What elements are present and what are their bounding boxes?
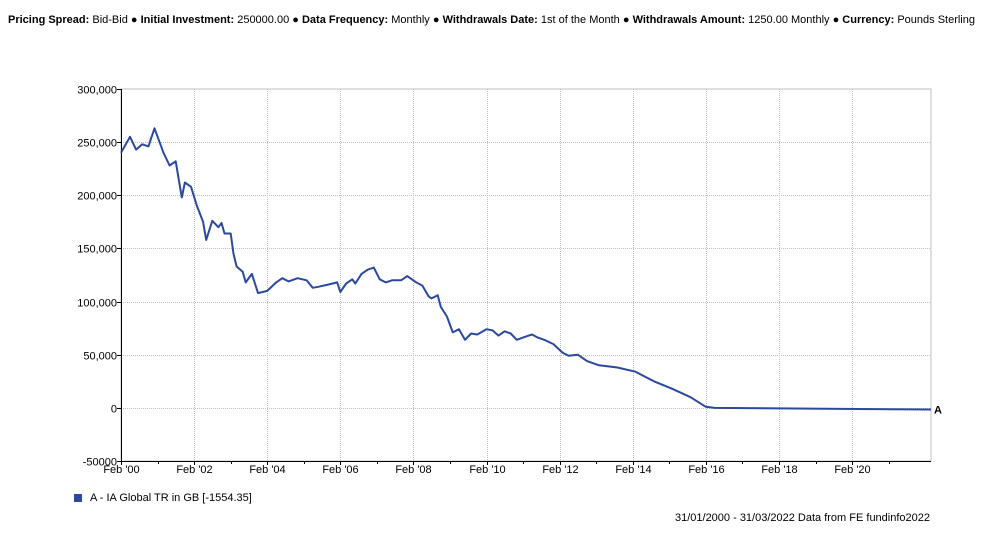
param-separator: ● [130,14,138,26]
y-tick-label: -50000 [83,457,117,469]
legend-label: A - IA Global TR in GB [-1554.35] [90,492,252,504]
series-line [120,127,932,411]
param-separator: ● [432,14,440,26]
param-withdrawals-amount: Withdrawals Amount: 1250.00 Monthly [632,14,830,26]
x-tick-label: Feb '02 [176,464,212,476]
x-tick-label: Feb '10 [469,464,505,476]
param-separator: ● [832,14,840,26]
legend-swatch [74,494,82,502]
param-initial-investment: Initial Investment: 250000.00 [140,14,290,26]
y-tick-label: 100,000 [77,298,117,310]
legend: A - IA Global TR in GB [-1554.35] [74,492,252,504]
x-tick-label: Feb '16 [688,464,724,476]
y-tick-label: 50,000 [83,351,117,363]
source-note: 31/01/2000 - 31/03/2022 Data from FE fun… [674,512,930,524]
x-tick-label: Feb '00 [103,464,139,476]
x-tick-label: Feb '18 [761,464,797,476]
param-pricing-spread: Pricing Spread: Bid-Bid [8,14,128,26]
param-withdrawals-date: Withdrawals Date: 1st of the Month [442,14,620,26]
x-tick-label: Feb '20 [834,464,870,476]
y-tick-label: 300,000 [77,85,117,97]
param-data-frequency: Data Frequency: Monthly [301,14,430,26]
y-tick-label: 0 [111,404,117,416]
y-tick-label: 200,000 [77,191,117,203]
x-tick-label: Feb '12 [542,464,578,476]
plot-area [120,88,932,462]
x-tick-label: Feb '08 [395,464,431,476]
x-tick-label: Feb '14 [615,464,651,476]
chart-parameters: Pricing Spread: Bid-Bid ● Initial Invest… [8,14,975,26]
series-end-label: A [934,405,942,417]
param-currency: Currency: Pounds Sterling [842,14,975,26]
param-separator: ● [292,14,299,26]
x-tick-label: Feb '04 [249,464,285,476]
x-tick-label: Feb '06 [322,464,358,476]
param-separator: ● [622,14,630,26]
y-tick-label: 150,000 [77,244,117,256]
y-tick-label: 250,000 [77,138,117,150]
